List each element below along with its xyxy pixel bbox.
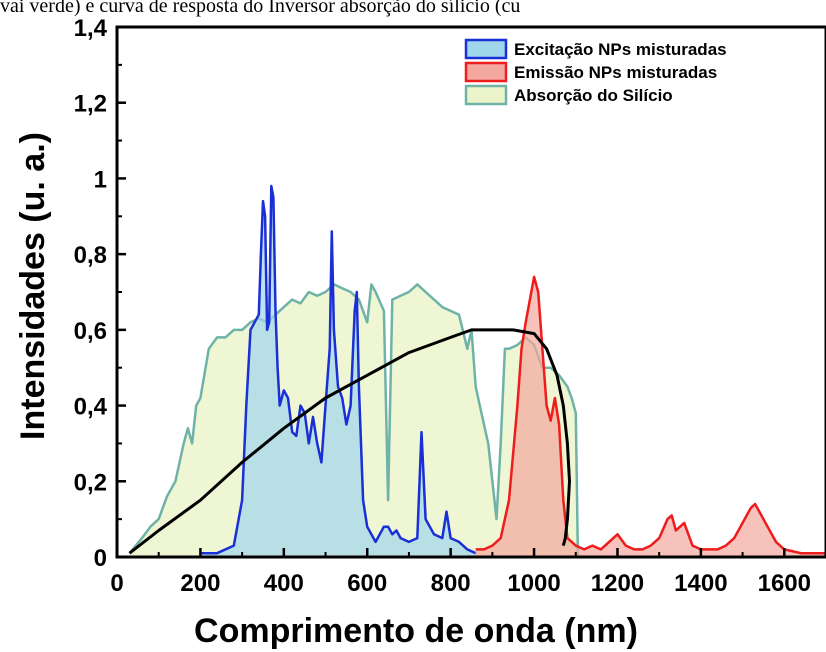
x-tick-label: 1400 [674,570,727,597]
y-tick-label: 1 [94,166,107,193]
series-line-0 [200,184,477,555]
x-tick-label: 1600 [758,570,811,597]
series-layer [128,184,826,558]
x-axis-title: Comprimento de onda (nm) [194,612,638,650]
legend-swatch [464,84,508,106]
y-tick-label: 0,4 [74,394,108,421]
y-tick-label: 0,2 [74,469,107,496]
y-tick-label: 0,6 [74,318,107,345]
legend-label: Absorção do Silício [514,86,673,105]
series-line-2 [128,283,580,558]
legend-label: Emissão NPs misturadas [514,63,717,82]
top-caption: vai verde) e curva de resposta do Invers… [0,0,520,17]
x-tick-label: 800 [431,570,471,597]
legend-swatch [464,61,508,83]
y-tick-label: 0 [94,545,107,572]
axis-layer: 0 200 400 600 800 1000 1200 1400 1600 0 0,2 0,4 0,6 0… [74,15,811,597]
x-tick-label: 0 [110,570,123,597]
series-line-1 [475,275,826,555]
x-tick-label: 200 [180,570,220,597]
legend: Excitação NPs misturadas Emissão NPs mist… [464,38,727,106]
y-tick-label: 1,2 [74,91,107,118]
legend-swatch [464,38,508,60]
x-tick-label: 1000 [507,570,560,597]
y-axis-title: Intensidades (u. a.) [14,132,52,440]
series-area-1 [475,276,826,557]
x-tick-label: 600 [347,570,387,597]
series-area-0 [200,186,476,557]
y-tick-label: 1,4 [74,15,108,42]
response-curve-line [128,328,571,555]
y-tick-label: 0,8 [74,242,107,269]
legend-label: Excitação NPs misturadas [514,40,727,59]
x-tick-label: 400 [264,570,304,597]
x-tick-label: 1200 [591,570,644,597]
